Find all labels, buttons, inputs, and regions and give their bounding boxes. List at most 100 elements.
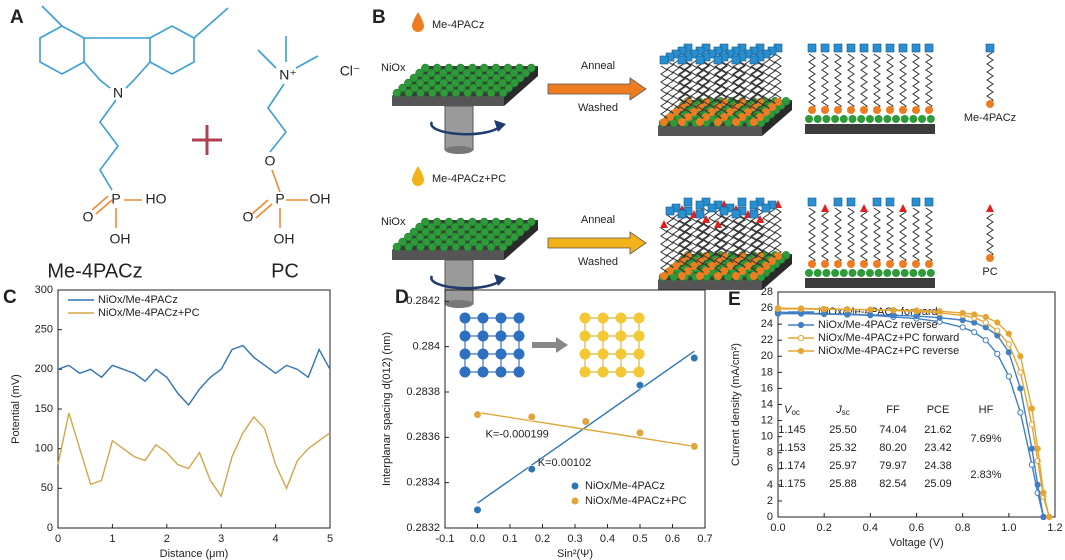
anchor-group [744,262,752,270]
nio-particle [492,73,501,83]
table-header: PCE [927,404,950,416]
legend-label: NiOx/Me-4PACz reverse [818,319,938,331]
pc-head [821,204,829,212]
molecule-chain [720,60,728,118]
nio-particle [503,227,513,237]
molecule-chain [808,207,816,265]
molecule-chain [672,213,680,267]
pc-head [860,204,868,212]
series-marker [959,324,966,331]
step-label: Washed [578,102,618,114]
nio-particle [515,227,525,237]
anchor-group [684,113,692,121]
nio-particle [491,63,501,73]
precursor-label: Me-4PACz [432,19,484,31]
molecule-chain [726,213,734,267]
molecule-label: Me-4PACz [964,112,1016,124]
molecule-chain [732,212,740,262]
table-cell: 7.69% [970,433,1001,445]
molecule-chain [925,207,933,265]
chuck-bottom [445,300,473,308]
y-tick-label: 0 [47,522,53,534]
nio-particle [428,242,437,252]
molecule-chain [762,213,770,267]
nio-particle [462,78,472,88]
nio-particle [438,68,448,78]
nio-particle [486,88,496,98]
molecule-chain [744,217,752,267]
lattice-atom [633,330,645,342]
nio-particle [392,88,402,98]
table-cell: 2.83% [970,469,1001,481]
nio-particle [416,242,425,252]
series-marker [1017,369,1024,376]
nio-particle [909,269,918,277]
nio-particle [509,68,519,78]
molecule-chain [899,53,907,111]
nio-particle [839,115,848,123]
header-sub: sc [842,408,850,417]
substrate-side-view [805,124,935,134]
anchor-group [696,118,704,126]
nio-particle [504,83,513,93]
carbazole-head [695,55,705,65]
nio-particle [480,83,490,93]
anchor-group [660,118,668,126]
nio-particle [475,88,484,98]
lattice-atom [615,312,627,324]
molecule-chain [738,60,746,118]
anchor-group [750,272,758,280]
anchor-group [666,267,674,275]
lattice-atom [597,330,609,342]
nio-particle [404,232,413,242]
legend-label: NiOx/Me-4PACz+PC [585,495,687,507]
carbazole-head [677,55,687,65]
lattice-atom [579,330,591,342]
lattice-atom [477,366,489,378]
y-tick-label: 24 [761,318,773,330]
nio-particle [874,115,883,123]
pc-head [986,204,994,212]
chuck-bottom [445,146,473,154]
molecule-chain [660,227,668,277]
nio-particle [909,115,918,123]
lattice-atom [513,366,525,378]
anchor-group [886,260,894,268]
lattice-atom [633,348,645,360]
nio-particle [439,242,449,252]
carbazole-head [749,200,759,210]
legend-marker [797,334,805,342]
carbazole-head [833,43,843,53]
nio-particle [918,115,927,123]
process-row: Me-4PACz+PC NiOx Anneal Washed PC [381,166,998,308]
atom-label: O [265,153,276,169]
molecule-chain [847,207,855,265]
nio-particle [521,68,530,78]
nio-particle [468,227,478,237]
molecule-chain [714,227,722,277]
nio-particle [445,73,454,83]
y-tick-label: 100 [35,443,53,455]
molecule-chain [768,208,776,262]
nio-particle [865,269,874,277]
series-marker [1040,513,1047,521]
atom-label: OH [274,231,295,247]
nio-particle [805,115,813,123]
nio-particle [515,73,525,83]
nio-particle [462,222,472,232]
anchor-group [726,108,734,116]
fit-annotation: K=-0.000199 [486,428,549,440]
y-axis-label: Current density (mA/cm²) [730,343,742,466]
series-marker [1046,513,1053,521]
legend-marker [571,482,579,490]
nio-particle [433,237,443,247]
nio-particle [421,63,430,73]
molecule-chain [774,207,782,257]
y-tick-label: 0.2842 [406,295,440,307]
carbazole-head [885,197,895,207]
molecule-chain [672,59,680,113]
plot-frame [444,289,706,529]
nio-particle [475,242,484,252]
anchor-group [986,254,994,262]
